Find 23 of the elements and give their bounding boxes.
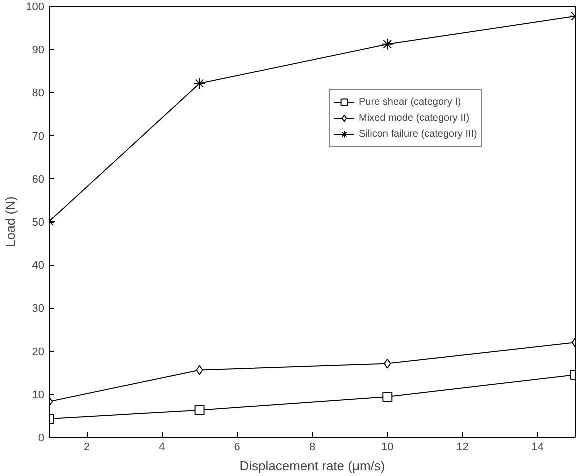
y-tick-label: 100	[26, 2, 45, 14]
y-tick-label: 50	[32, 217, 45, 229]
y-tick-label: 10	[32, 389, 45, 402]
legend-label: Silicon failure (category III)	[359, 128, 478, 141]
y-tick-label: 80	[32, 88, 45, 100]
y-tick-label: 30	[32, 303, 45, 316]
y-tick-label: 0	[38, 432, 45, 444]
y-tick-label: 20	[32, 346, 45, 358]
y-axis-title: Load (N)	[3, 196, 18, 248]
x-tick-label: 2	[84, 442, 90, 454]
x-tick-label: 14	[532, 442, 544, 454]
legend-label: Mixed mode (category II)	[359, 112, 470, 125]
legend-label: Pure shear (category I)	[359, 96, 462, 109]
y-tick-label: 90	[32, 44, 45, 57]
y-tick-label: 70	[32, 130, 45, 143]
x-tick-label: 4	[159, 442, 166, 454]
x-axis-title: Displacement rate (μm/s)	[240, 458, 386, 474]
y-tick-label: 60	[32, 174, 45, 186]
x-tick-label: 8	[309, 442, 316, 454]
x-tick-label: 6	[234, 442, 240, 454]
x-tick-label: 12	[456, 442, 469, 454]
x-tick-label: 10	[382, 442, 394, 454]
y-tick-label: 40	[32, 260, 45, 272]
